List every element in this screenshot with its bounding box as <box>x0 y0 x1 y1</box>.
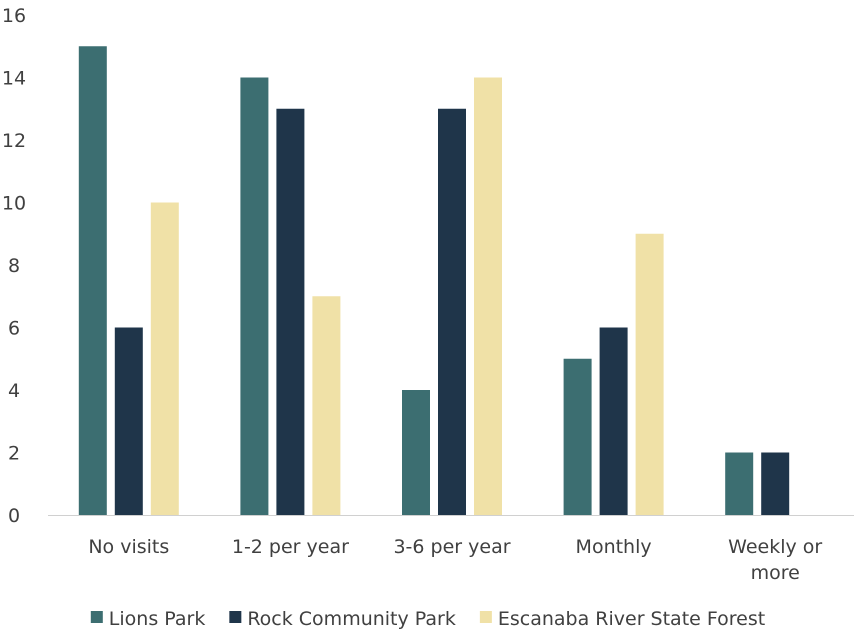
y-tick-label-10: 10 <box>2 193 26 215</box>
legend-swatch-rock-community-park <box>229 611 242 623</box>
legend-label-lions-park: Lions Park <box>109 608 206 630</box>
y-tick-label-0: 0 <box>8 505 20 527</box>
bars <box>78 46 790 515</box>
x-axis: No visits 1-2 per year 3-6 per year Monthly… <box>88 536 822 584</box>
bar-lions-park-no-visits <box>78 46 107 515</box>
y-tick-label-12: 12 <box>2 130 26 152</box>
bar-escanaba-river-state-forest-monthly <box>635 233 664 515</box>
y-tick-label-6: 6 <box>8 318 20 340</box>
bar-rock-community-park-3-6-per-year <box>438 108 466 515</box>
legend-swatch-lions-park <box>90 611 103 623</box>
legend: Lions Park Rock Community Park Escanaba Ri… <box>90 608 765 630</box>
y-axis: 0 2 4 6 8 10 12 14 16 <box>2 5 26 527</box>
bar-rock-community-park-no-visits <box>114 327 143 515</box>
y-tick-label-2: 2 <box>8 443 20 465</box>
y-tick-label-8: 8 <box>8 255 20 277</box>
bar-rock-community-park-1-2-per-year <box>276 108 305 515</box>
bar-rock-community-park-monthly <box>599 327 628 515</box>
bar-rock-community-park-weekly-or-more <box>761 452 790 515</box>
bar-lions-park-monthly <box>563 358 592 515</box>
y-tick-label-4: 4 <box>8 380 20 402</box>
legend-label-escanaba-river-state-forest: Escanaba River State Forest <box>498 608 765 630</box>
bar-lions-park-1-2-per-year <box>240 77 269 515</box>
x-tick-label-weekly-or-more: Weekly or more <box>728 536 822 584</box>
bar-escanaba-river-state-forest-no-visits <box>150 202 179 515</box>
x-tick-label-3-6-per-year: 3-6 per year <box>393 536 510 558</box>
x-tick-label-no-visits: No visits <box>88 536 169 558</box>
bar-lions-park-3-6-per-year <box>402 390 430 515</box>
x-tick-label-monthly: Monthly <box>576 536 652 558</box>
bar-escanaba-river-state-forest-3-6-per-year <box>474 77 502 515</box>
bar-lions-park-weekly-or-more <box>725 452 754 515</box>
bar-escanaba-river-state-forest-1-2-per-year <box>312 296 341 515</box>
y-tick-label-14: 14 <box>2 68 26 90</box>
legend-label-rock-community-park: Rock Community Park <box>247 608 456 630</box>
legend-swatch-escanaba-river-state-forest <box>479 611 492 623</box>
y-tick-label-16: 16 <box>2 5 26 27</box>
x-tick-label-1-2-per-year: 1-2 per year <box>232 536 349 558</box>
